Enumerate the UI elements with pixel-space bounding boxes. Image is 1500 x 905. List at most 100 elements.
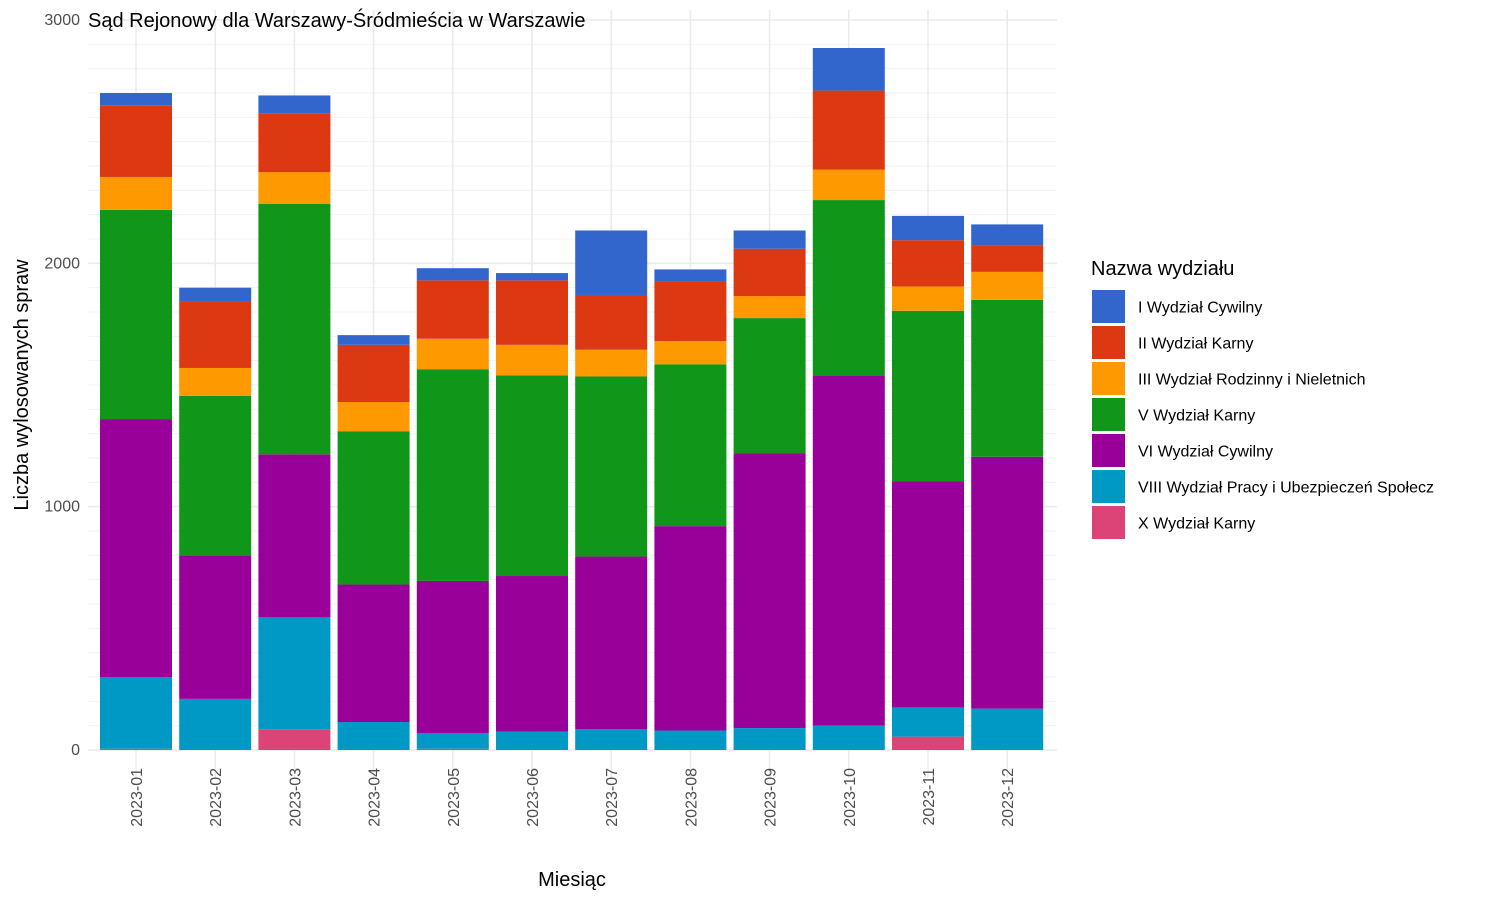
legend-item: I Wydział Cywilny bbox=[1092, 290, 1262, 323]
bar-segment bbox=[337, 722, 410, 750]
bar-segment bbox=[733, 248, 806, 297]
bar-segment bbox=[971, 708, 1044, 750]
bar-segment bbox=[812, 375, 885, 726]
legend-item: II Wydział Karny bbox=[1092, 326, 1253, 359]
bar-segment bbox=[733, 728, 806, 750]
bar-segment bbox=[575, 294, 648, 350]
bar-stack-2023-08 bbox=[654, 269, 727, 750]
bar-segment bbox=[654, 730, 727, 750]
bar-segment bbox=[496, 731, 568, 750]
bar-segment bbox=[100, 105, 172, 177]
legend-key bbox=[1092, 362, 1125, 395]
bar-segment bbox=[258, 454, 331, 618]
bar-segment bbox=[416, 580, 489, 733]
bar-segment bbox=[179, 698, 252, 750]
bar-segment bbox=[971, 245, 1044, 272]
bar-segment bbox=[892, 240, 964, 287]
bar-segment bbox=[258, 113, 331, 173]
legend: Nazwa wydziału I Wydział Cywilny II Wydzi… bbox=[1091, 258, 1434, 539]
bar-segment bbox=[733, 318, 806, 454]
bar-segment bbox=[416, 748, 489, 750]
bar-segment bbox=[654, 364, 727, 527]
bar-stack-2023-03 bbox=[258, 95, 331, 750]
legend-label: III Wydział Rodzinny i Nieletnich bbox=[1138, 372, 1366, 389]
x-tick-label: 2023-07 bbox=[604, 768, 621, 827]
axis-layer: 0 1000 2000 3000 2023-01 2023-02 2023-03 2023-0… bbox=[44, 12, 1017, 827]
bar-segment bbox=[258, 617, 331, 730]
legend-label: V Wydział Karny bbox=[1138, 408, 1255, 425]
bar-segment bbox=[733, 453, 806, 729]
legend-key bbox=[1092, 470, 1125, 503]
bar-segment bbox=[100, 677, 172, 749]
legend-label: X Wydział Karny bbox=[1138, 516, 1255, 533]
bar-segment bbox=[892, 286, 964, 311]
bar-segment bbox=[971, 271, 1044, 300]
bars-layer bbox=[100, 47, 1044, 750]
legend-item: X Wydział Karny bbox=[1092, 506, 1255, 539]
bar-stack-2023-07 bbox=[575, 230, 648, 750]
y-tick-label: 1000 bbox=[44, 499, 80, 516]
bar-segment bbox=[892, 215, 964, 241]
bar-segment bbox=[496, 375, 568, 577]
bar-segment bbox=[892, 736, 964, 750]
x-tick-label: 2023-11 bbox=[921, 768, 938, 826]
bar-stack-2023-12 bbox=[971, 224, 1044, 750]
bar-segment bbox=[337, 402, 410, 432]
legend-label: II Wydział Karny bbox=[1138, 336, 1253, 353]
bar-segment bbox=[971, 224, 1044, 246]
bar-segment bbox=[100, 748, 172, 750]
bar-segment bbox=[575, 556, 648, 730]
bar-segment bbox=[812, 725, 885, 750]
bar-segment bbox=[892, 310, 964, 482]
bar-segment bbox=[575, 729, 648, 750]
y-tick-label: 3000 bbox=[44, 12, 80, 29]
bar-segment bbox=[337, 344, 410, 403]
legend-item: VIII Wydział Pracy i Ubezpieczeń Społecz bbox=[1092, 470, 1434, 503]
legend-label: I Wydział Cywilny bbox=[1138, 300, 1262, 317]
bar-segment bbox=[654, 269, 727, 282]
bar-stack-2023-06 bbox=[496, 273, 568, 750]
bar-segment bbox=[971, 299, 1044, 457]
x-tick-label: 2023-12 bbox=[1000, 768, 1017, 827]
x-tick-label: 2023-05 bbox=[446, 768, 463, 827]
y-tick-label: 2000 bbox=[44, 255, 80, 272]
legend-key bbox=[1092, 506, 1125, 539]
bar-stack-2023-10 bbox=[812, 47, 885, 750]
bar-segment bbox=[100, 209, 172, 420]
legend-key bbox=[1092, 398, 1125, 431]
bar-segment bbox=[575, 376, 648, 557]
bar-segment bbox=[812, 169, 885, 201]
bar-segment bbox=[337, 584, 410, 723]
bar-segment bbox=[654, 281, 727, 342]
bar-stack-2023-02 bbox=[179, 287, 252, 750]
bar-stack-2023-01 bbox=[100, 93, 172, 750]
legend-title: Nazwa wydziału bbox=[1091, 258, 1234, 280]
bar-segment bbox=[416, 268, 489, 281]
bar-segment bbox=[179, 301, 252, 368]
bar-segment bbox=[100, 176, 172, 210]
bar-segment bbox=[812, 90, 885, 170]
x-axis-title: Miesiąc bbox=[538, 869, 606, 891]
bar-segment bbox=[892, 481, 964, 708]
bar-segment bbox=[971, 456, 1044, 709]
bar-segment bbox=[258, 172, 331, 204]
bar-segment bbox=[416, 732, 489, 749]
bar-segment bbox=[733, 230, 806, 249]
bar-stack-2023-09 bbox=[733, 230, 806, 750]
bar-segment bbox=[179, 367, 252, 396]
bar-segment bbox=[733, 296, 806, 319]
bar-segment bbox=[179, 555, 252, 699]
bar-segment bbox=[496, 344, 568, 376]
x-tick-label: 2023-09 bbox=[763, 768, 780, 827]
bar-segment bbox=[654, 526, 727, 731]
bar-segment bbox=[258, 729, 331, 750]
legend-item: III Wydział Rodzinny i Nieletnich bbox=[1092, 362, 1366, 395]
bar-segment bbox=[575, 349, 648, 377]
legend-label: VI Wydział Cywilny bbox=[1138, 444, 1273, 461]
legend-key bbox=[1092, 290, 1125, 323]
legend-key bbox=[1092, 434, 1125, 467]
bar-segment bbox=[812, 200, 885, 376]
bar-segment bbox=[337, 335, 410, 345]
